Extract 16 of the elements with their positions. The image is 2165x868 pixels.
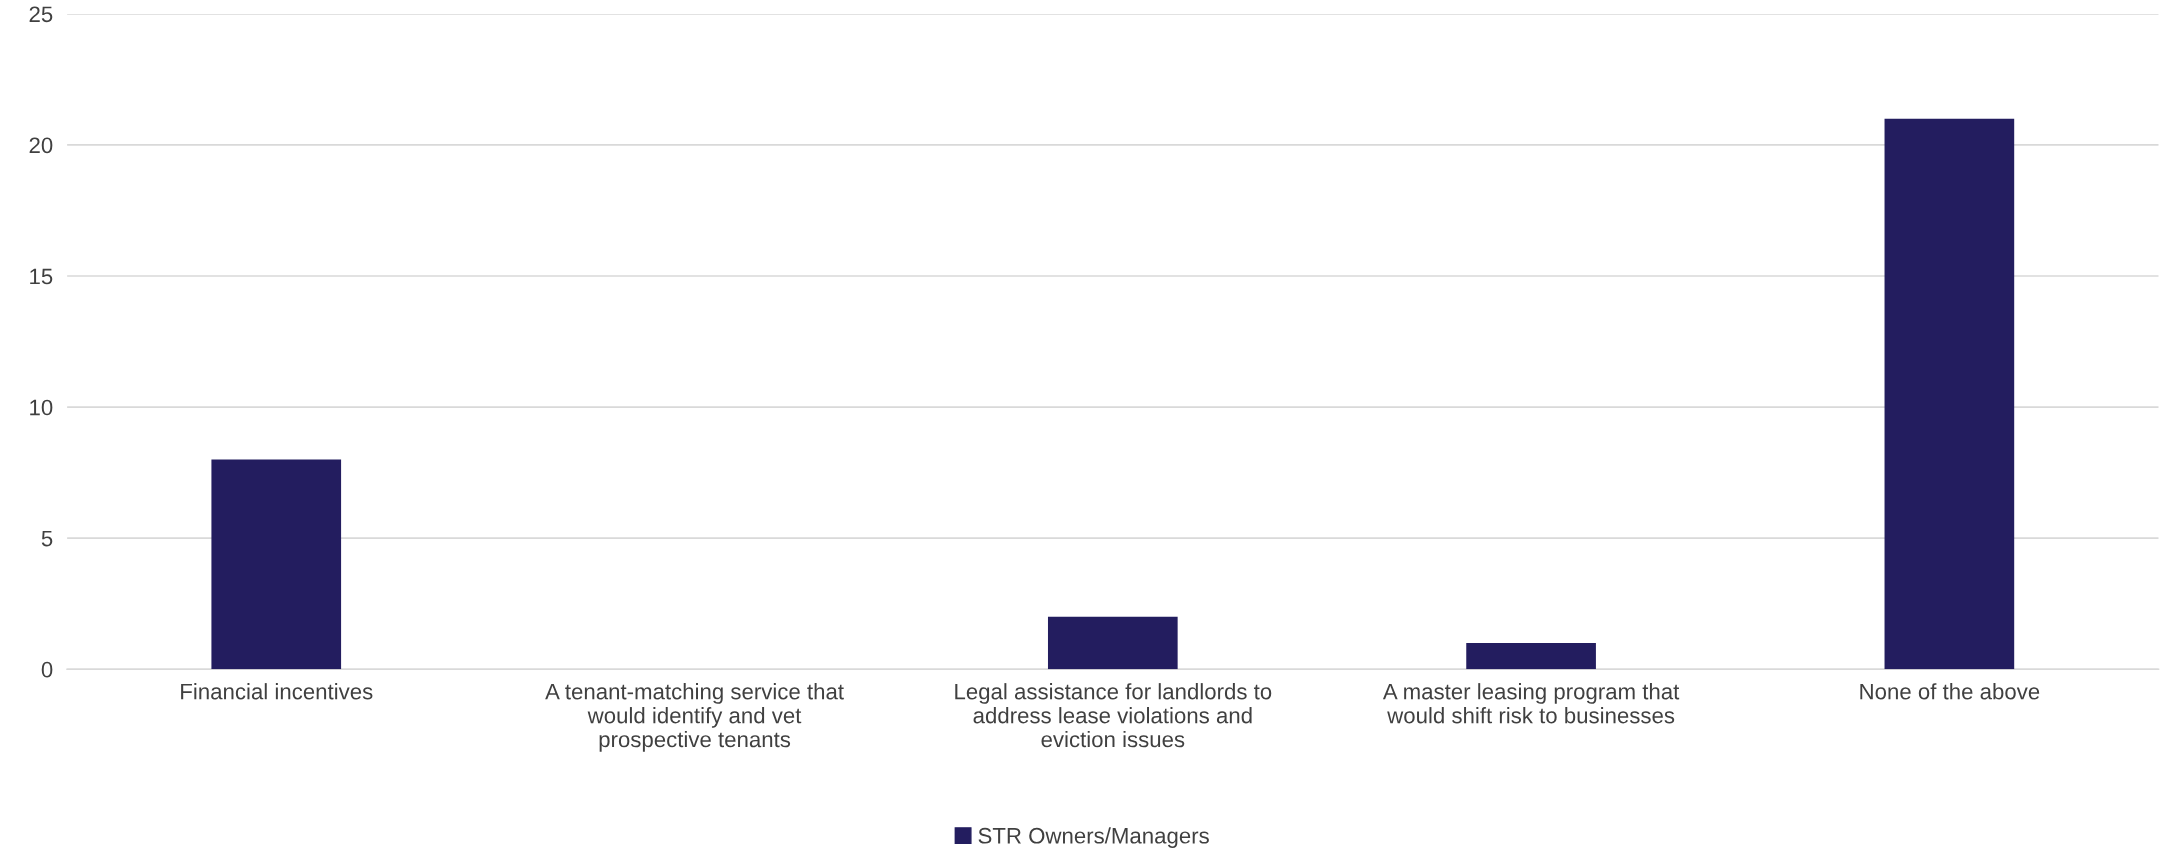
y-tick-label: 25 [29,6,53,23]
bar [1047,616,1178,670]
x-tick-label: A tenant-matching service that would identify and vet prospective tenants [545,683,844,752]
x-tick-label: Legal assistance for landlords to address lease violations and eviction issues [955,683,1272,748]
bar [1884,118,2015,670]
bar [1466,643,1596,670]
x-tick-label: A master leasing program that would shift risk to businesses [1382,683,1680,724]
y-tick-label: 10 [30,399,53,416]
y-tick-label: 0 [41,661,53,678]
x-tick-label: Financial incentives [181,683,373,700]
y-tick-label: 20 [29,137,53,154]
x-tick-label: None of the above [1860,683,2040,700]
y-tick-label: 15 [30,268,53,285]
bar [211,459,342,670]
y-tick-label: 5 [41,530,53,547]
legend-label: STR Owners/Managers [978,827,1209,848]
